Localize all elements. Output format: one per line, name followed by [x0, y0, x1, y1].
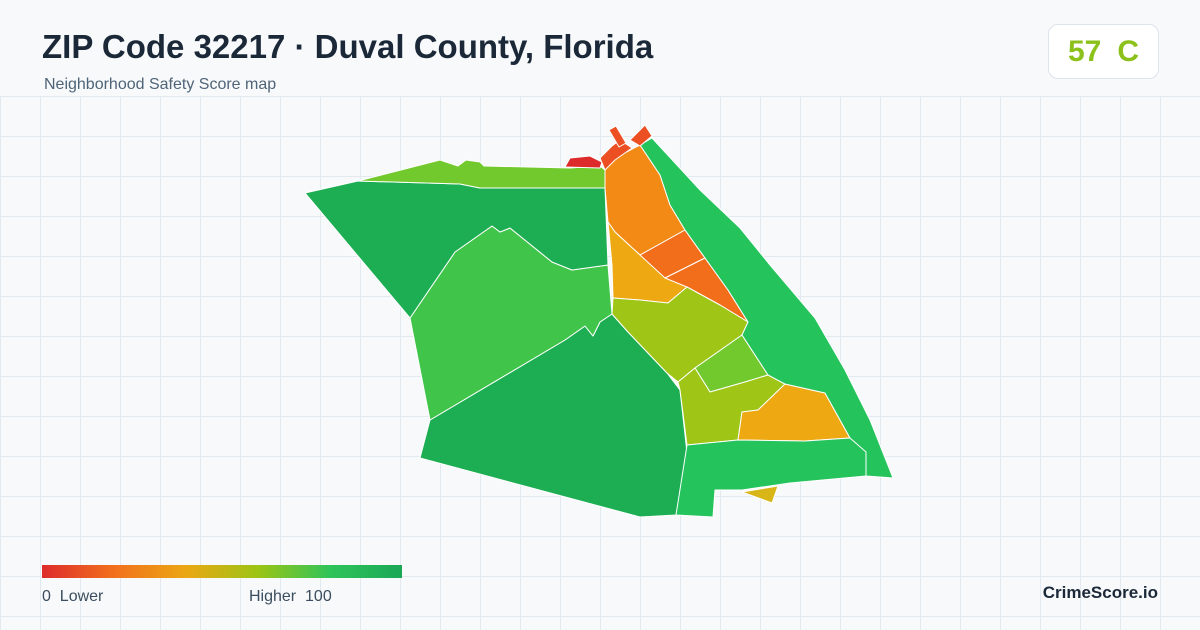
legend-color-bar	[42, 565, 402, 578]
legend-min-value: 0	[42, 588, 51, 605]
map-region-north-redorange-3[interactable]	[629, 124, 653, 147]
legend-max: Higher 100	[249, 588, 332, 606]
legend-max-label: Higher	[249, 588, 297, 605]
safety-score-badge: 57 C	[1048, 24, 1159, 79]
page-subtitle: Neighborhood Safety Score map	[44, 76, 277, 93]
page-title: ZIP Code 32217 · Duval County, Florida	[42, 28, 654, 65]
legend-max-value: 100	[305, 588, 332, 605]
legend-min-label: Lower	[59, 588, 104, 605]
header	[0, 0, 1200, 96]
legend-min: 0 Lower	[42, 588, 103, 606]
map-region-north-strip[interactable]	[357, 159, 606, 189]
map-region-north-redorange-2[interactable]	[608, 125, 627, 148]
score-value: 57	[1067, 34, 1102, 68]
map-region-coastal-strip[interactable]	[639, 137, 894, 479]
map-region-south-east[interactable]	[675, 437, 867, 518]
brand-logo-text: CrimeScore.io	[1042, 583, 1158, 602]
map-region-north-redorange-1[interactable]	[599, 139, 633, 171]
score-grade: C	[1117, 34, 1140, 68]
map-region-mustard-sliver[interactable]	[741, 485, 779, 504]
map-region-north-red[interactable]	[564, 155, 603, 169]
